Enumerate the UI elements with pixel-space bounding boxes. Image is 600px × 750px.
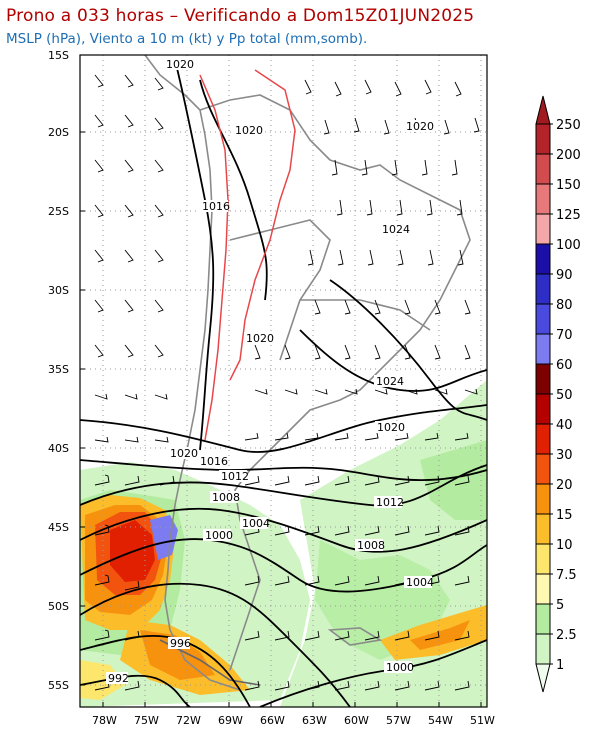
isobar-label: 1012 xyxy=(221,470,249,483)
lat-label: 25S xyxy=(48,205,69,218)
isobar-label: 1020 xyxy=(235,124,263,137)
colorbar-label: 90 xyxy=(556,268,573,283)
isobar-label: 1016 xyxy=(200,455,228,468)
map-title: Prono a 033 horas – Verificando a Dom15Z… xyxy=(6,6,475,26)
colorbar-swatch xyxy=(535,333,551,365)
colorbar-swatch xyxy=(535,153,551,185)
isobar-label: 1020 xyxy=(377,421,405,434)
longitude-axis xyxy=(102,702,482,707)
colorbar-swatch xyxy=(535,633,551,665)
lon-label: 75W xyxy=(134,714,159,727)
map-subtitle: MSLP (hPa), Viento a 10 m (kt) y Pp tota… xyxy=(6,31,368,47)
isobar-label: 1008 xyxy=(212,491,240,504)
colorbar-label: 70 xyxy=(556,328,573,343)
lon-label: 51W xyxy=(470,714,495,727)
lat-label: 20S xyxy=(48,126,69,139)
isobar-label: 1000 xyxy=(386,661,414,674)
lon-label: 63W xyxy=(302,714,327,727)
longitude-labels: 78W 75W 72W 69W 66W 63W 60W 57W 54W 51W xyxy=(92,714,495,727)
colorbar-label: 1 xyxy=(556,658,564,673)
lon-label: 54W xyxy=(428,714,453,727)
lat-label: 30S xyxy=(48,284,69,297)
colorbar-label: 5 xyxy=(556,598,564,613)
isobar-label: 992 xyxy=(108,672,129,685)
colorbar-label: 30 xyxy=(556,448,573,463)
lat-label: 50S xyxy=(48,600,69,613)
isobar-label: 1024 xyxy=(376,375,404,388)
colorbar-swatch xyxy=(535,213,551,245)
colorbar-swatch xyxy=(535,423,551,455)
colorbar-bottom-arrow xyxy=(535,663,551,693)
lon-label: 66W xyxy=(260,714,285,727)
isobar-label: 1020 xyxy=(170,447,198,460)
isobar-labels: 1020 1020 1020 1016 1024 1020 1024 1020 … xyxy=(106,58,434,685)
colorbar-label: 80 xyxy=(556,298,573,313)
latitude-axis xyxy=(80,54,85,686)
lat-label: 40S xyxy=(48,442,69,455)
lon-label: 60W xyxy=(344,714,369,727)
isobar-label: 1020 xyxy=(246,332,274,345)
colorbar-label: 200 xyxy=(556,148,581,163)
terrain-contours xyxy=(199,69,296,441)
lon-label: 57W xyxy=(386,714,411,727)
lat-label: 35S xyxy=(48,363,69,376)
colorbar-label: 40 xyxy=(556,418,573,433)
colorbar-label: 60 xyxy=(556,358,573,373)
colorbar-swatch xyxy=(535,573,551,605)
isobar-label: 1004 xyxy=(242,517,270,530)
isobar-label: 996 xyxy=(170,637,191,650)
colorbar-swatch xyxy=(535,363,551,395)
colorbar-swatch xyxy=(535,303,551,335)
colorbar-swatch xyxy=(535,393,551,425)
colorbar-swatch xyxy=(535,543,551,575)
colorbar-label: 10 xyxy=(556,538,573,553)
lat-label: 45S xyxy=(48,521,69,534)
isobars xyxy=(80,59,487,707)
lat-label: 55S xyxy=(48,679,69,692)
wind-barbs xyxy=(94,74,480,691)
isobar-label: 1012 xyxy=(376,496,404,509)
isobar-label: 1024 xyxy=(382,223,410,236)
colorbar-swatch xyxy=(535,123,551,155)
lat-label: 15S xyxy=(48,49,69,62)
colorbar-swatch xyxy=(535,483,551,515)
colorbar-swatch xyxy=(535,183,551,215)
latitude-labels: 15S 20S 25S 30S 35S 40S 45S 50S 55S xyxy=(48,49,69,692)
isobar-label: 1008 xyxy=(357,539,385,552)
lon-label: 72W xyxy=(176,714,201,727)
colorbar-top-arrow xyxy=(535,95,551,125)
colorbar-label: 2.5 xyxy=(556,628,577,643)
colorbar-label: 7.5 xyxy=(556,568,577,583)
colorbar-label: 150 xyxy=(556,178,581,193)
isobar-label: 1016 xyxy=(202,200,230,213)
colorbar-label: 50 xyxy=(556,388,573,403)
isobar-label: 1020 xyxy=(166,58,194,71)
colorbar-label: 15 xyxy=(556,508,573,523)
isobar-label: 1020 xyxy=(406,120,434,133)
colorbar-label: 250 xyxy=(556,118,581,133)
lon-label: 78W xyxy=(92,714,117,727)
isobar-label: 1000 xyxy=(205,529,233,542)
colorbar-swatch xyxy=(535,453,551,485)
isobar-label: 1004 xyxy=(406,576,434,589)
colorbar-swatch xyxy=(535,603,551,635)
graticule xyxy=(80,55,487,707)
plot-frame xyxy=(79,54,488,708)
colorbar-label: 100 xyxy=(556,238,581,253)
colorbar-label: 20 xyxy=(556,478,573,493)
colorbar-swatch xyxy=(535,273,551,305)
colorbar-swatch xyxy=(535,513,551,545)
lon-label: 69W xyxy=(218,714,243,727)
colorbar-swatch xyxy=(535,243,551,275)
colorbar: 250 200 150 125 100 90 80 70 60 50 40 30 20 15 10 7.5 5 2… xyxy=(535,95,581,693)
colorbar-label: 125 xyxy=(556,208,581,223)
